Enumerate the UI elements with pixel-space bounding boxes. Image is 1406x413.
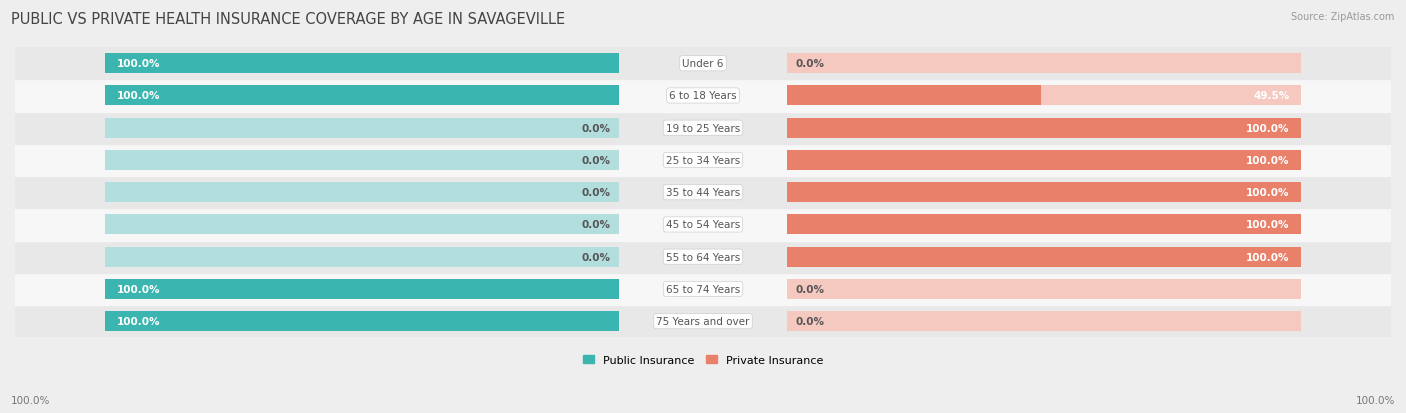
Bar: [787, 183, 1302, 203]
Text: 49.5%: 49.5%: [1253, 91, 1289, 101]
Bar: [787, 119, 1302, 138]
Text: 0.0%: 0.0%: [581, 188, 610, 198]
Bar: [15, 80, 1391, 112]
Bar: [787, 247, 1302, 267]
Bar: [787, 215, 1302, 235]
Bar: [787, 151, 1302, 171]
Bar: [787, 215, 1302, 235]
Text: 0.0%: 0.0%: [581, 123, 610, 133]
Bar: [787, 279, 1302, 299]
Text: 100.0%: 100.0%: [11, 395, 51, 405]
Bar: [104, 311, 619, 331]
Bar: [787, 183, 1302, 203]
Bar: [104, 86, 619, 106]
Bar: [104, 279, 619, 299]
Text: 100.0%: 100.0%: [1246, 123, 1289, 133]
Text: 100.0%: 100.0%: [1246, 156, 1289, 166]
Text: 0.0%: 0.0%: [581, 156, 610, 166]
Bar: [104, 247, 619, 267]
Bar: [15, 241, 1391, 273]
Text: 25 to 34 Years: 25 to 34 Years: [666, 156, 740, 166]
Bar: [104, 215, 619, 235]
Bar: [104, 183, 619, 203]
Text: Source: ZipAtlas.com: Source: ZipAtlas.com: [1291, 12, 1395, 22]
Text: 100.0%: 100.0%: [117, 59, 160, 69]
Text: 6 to 18 Years: 6 to 18 Years: [669, 91, 737, 101]
Bar: [15, 145, 1391, 177]
Text: 75 Years and over: 75 Years and over: [657, 316, 749, 326]
Bar: [787, 86, 1302, 106]
Text: 55 to 64 Years: 55 to 64 Years: [666, 252, 740, 262]
Bar: [15, 273, 1391, 305]
Text: PUBLIC VS PRIVATE HEALTH INSURANCE COVERAGE BY AGE IN SAVAGEVILLE: PUBLIC VS PRIVATE HEALTH INSURANCE COVER…: [11, 12, 565, 27]
Bar: [104, 86, 619, 106]
Text: Under 6: Under 6: [682, 59, 724, 69]
Text: 45 to 54 Years: 45 to 54 Years: [666, 220, 740, 230]
Bar: [787, 311, 1302, 331]
Text: 0.0%: 0.0%: [796, 284, 825, 294]
Bar: [15, 177, 1391, 209]
Bar: [15, 209, 1391, 241]
Text: 100.0%: 100.0%: [1246, 252, 1289, 262]
Text: 0.0%: 0.0%: [796, 59, 825, 69]
Text: 100.0%: 100.0%: [117, 284, 160, 294]
Text: 65 to 74 Years: 65 to 74 Years: [666, 284, 740, 294]
Text: 19 to 25 Years: 19 to 25 Years: [666, 123, 740, 133]
Bar: [15, 305, 1391, 337]
Text: 100.0%: 100.0%: [1355, 395, 1395, 405]
Text: 35 to 44 Years: 35 to 44 Years: [666, 188, 740, 198]
Text: 100.0%: 100.0%: [117, 91, 160, 101]
Bar: [15, 112, 1391, 145]
Bar: [787, 86, 1042, 106]
Text: 0.0%: 0.0%: [581, 220, 610, 230]
Bar: [104, 54, 619, 74]
Text: 0.0%: 0.0%: [796, 316, 825, 326]
Bar: [15, 48, 1391, 80]
Legend: Public Insurance, Private Insurance: Public Insurance, Private Insurance: [579, 351, 827, 370]
Bar: [787, 54, 1302, 74]
Bar: [104, 311, 619, 331]
Text: 100.0%: 100.0%: [1246, 220, 1289, 230]
Bar: [104, 54, 619, 74]
Bar: [787, 119, 1302, 138]
Bar: [104, 151, 619, 171]
Bar: [104, 279, 619, 299]
Bar: [104, 119, 619, 138]
Text: 100.0%: 100.0%: [117, 316, 160, 326]
Bar: [787, 151, 1302, 171]
Bar: [787, 247, 1302, 267]
Text: 100.0%: 100.0%: [1246, 188, 1289, 198]
Text: 0.0%: 0.0%: [581, 252, 610, 262]
